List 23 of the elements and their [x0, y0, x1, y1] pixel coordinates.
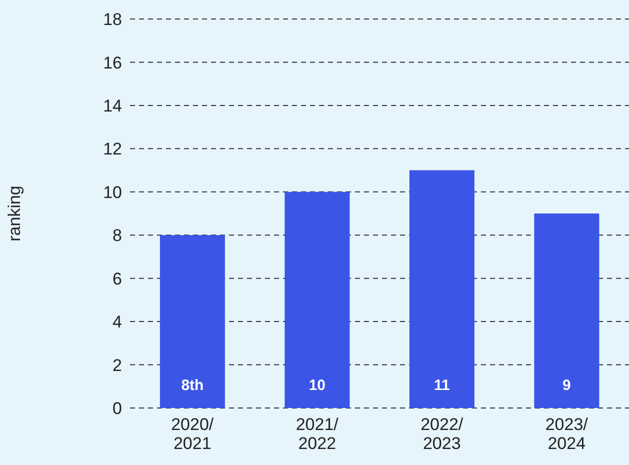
y-tick-label: 10 — [103, 182, 122, 202]
data-label: 8th — [181, 377, 204, 394]
x-tick-label: 2020/2021 — [171, 415, 214, 453]
bar — [534, 214, 600, 408]
y-tick-label: 2 — [112, 356, 122, 375]
data-label: 11 — [434, 377, 450, 394]
y-tick-label: 0 — [112, 399, 122, 418]
data-label: 10 — [308, 377, 326, 394]
data-label: 9 — [562, 377, 571, 394]
y-tick-label: 14 — [103, 96, 122, 116]
y-tick-label: 6 — [112, 269, 122, 288]
y-axis-title: ranking — [5, 186, 24, 242]
x-tick-label: 2021/2022 — [296, 415, 339, 453]
bar — [284, 192, 350, 408]
y-tick-label: 4 — [112, 312, 122, 332]
x-tick-label: 2022/2023 — [420, 415, 464, 453]
bar — [409, 170, 474, 408]
y-tick-label: 8 — [112, 226, 122, 246]
y-tick-label: 16 — [103, 53, 122, 72]
x-tick-label: 2023/2024 — [545, 415, 588, 453]
y-tick-label: 12 — [103, 140, 122, 159]
y-tick-label: 18 — [103, 10, 122, 30]
bar — [160, 235, 225, 408]
